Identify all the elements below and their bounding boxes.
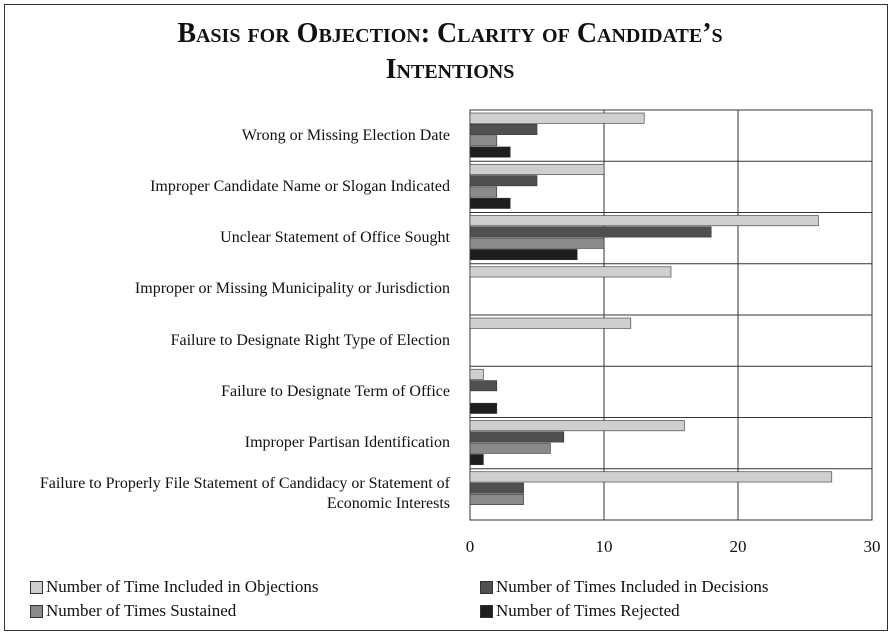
y-tick-label: Improper or Missing Municipality or Juri… [134,280,450,298]
bar [469,442,551,454]
legend-item: Number of Times Sustained [30,601,236,621]
bar [469,482,524,494]
legend-swatch [480,604,493,618]
bar [469,368,484,380]
legend-label: Number of Times Sustained [46,601,237,620]
x-tick-label: 30 [863,537,881,556]
y-tick-label: Unclear Statement of Office Sought [220,229,450,247]
bar [469,420,685,432]
bar [469,266,672,278]
bar [469,226,712,238]
x-tick-label: 0 [465,537,475,556]
chart-frame [4,4,888,631]
bar [469,124,538,135]
bar [469,317,632,329]
bar [469,215,819,227]
y-tick-label: Failure to Properly File Statement of Ca… [39,475,450,513]
bar [469,197,511,209]
bar [469,163,605,175]
chart-title: Basis for Objection: Clarity of Candidat… [177,18,723,85]
legend-item: Number of Times Included in Decisions [480,577,768,597]
y-tick-label: Improper Partisan Identification [244,434,450,452]
legend-label: Number of Times Rejected [496,601,680,620]
bar [469,135,498,147]
bar [469,402,498,414]
x-tick-label: 20 [729,537,747,556]
bar [469,454,484,466]
y-tick-label: Failure to Designate Term of Office [221,382,450,400]
bar [469,471,833,483]
x-tick-label: 10 [595,537,613,556]
bar [469,494,524,505]
bar [469,431,565,443]
y-tick-label: Failure to Designate Right Type of Elect… [170,331,450,349]
legend-swatch [480,580,493,594]
y-tick-label: Improper Candidate Name or Slogan Indica… [150,177,450,195]
legend-item: Number of Times Rejected [480,601,680,621]
bar [469,112,645,124]
bar [469,175,538,187]
bar [469,146,511,158]
legend-swatch [30,604,43,618]
bar [469,186,498,198]
bar [469,249,578,261]
y-tick-label: Wrong or Missing Election Date [241,126,450,144]
bar [469,237,605,249]
bar [469,380,498,392]
legend-label: Number of Times Included in Decisions [496,577,769,596]
legend-item: Number of Time Included in Objections [30,577,318,597]
legend-swatch [30,580,43,594]
legend-label: Number of Time Included in Objections [46,577,319,596]
